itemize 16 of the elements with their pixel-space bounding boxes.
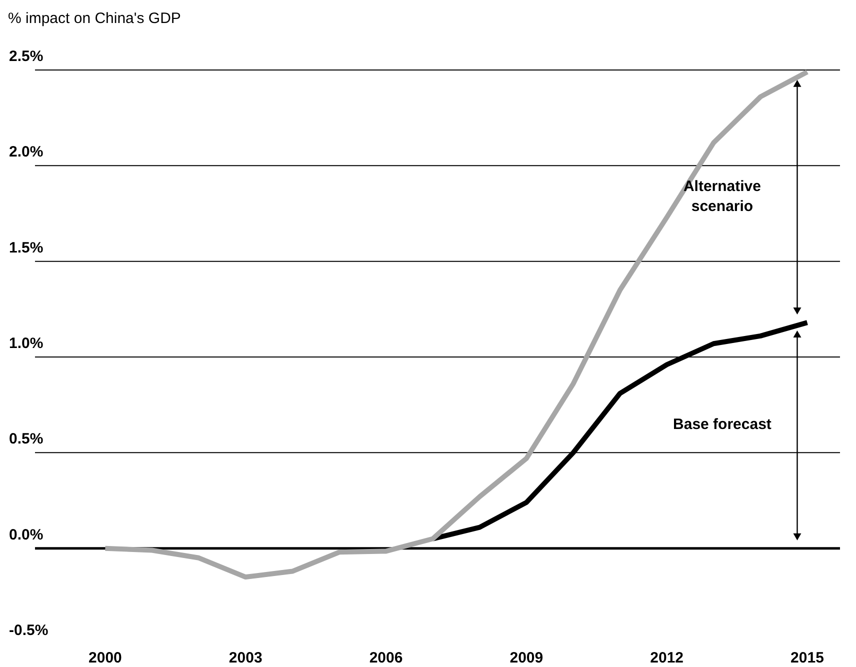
y-tick-label: 1.5% xyxy=(9,239,44,256)
y-tick-label: 1.0% xyxy=(9,335,44,352)
x-tick-label: 2000 xyxy=(88,650,122,667)
y-tick-label: 2.0% xyxy=(9,144,44,161)
x-tick-label: 2003 xyxy=(228,650,262,667)
y-tick-label: 0.0% xyxy=(9,526,44,544)
y-tick-label: 0.5% xyxy=(9,430,44,448)
y-axis-title: % impact on China's GDP xyxy=(8,10,181,27)
x-tick-label: 2015 xyxy=(790,650,824,667)
y-tick-label: 2.5% xyxy=(9,48,44,65)
x-tick-label: 2009 xyxy=(510,650,544,667)
x-tick-label: 2012 xyxy=(650,650,684,667)
annotation: Alternative scenario xyxy=(682,177,762,218)
x-tick-label: 2006 xyxy=(369,650,403,667)
annotation: Base forecast xyxy=(672,415,772,436)
y-tick-label: -0.5% xyxy=(9,622,48,639)
